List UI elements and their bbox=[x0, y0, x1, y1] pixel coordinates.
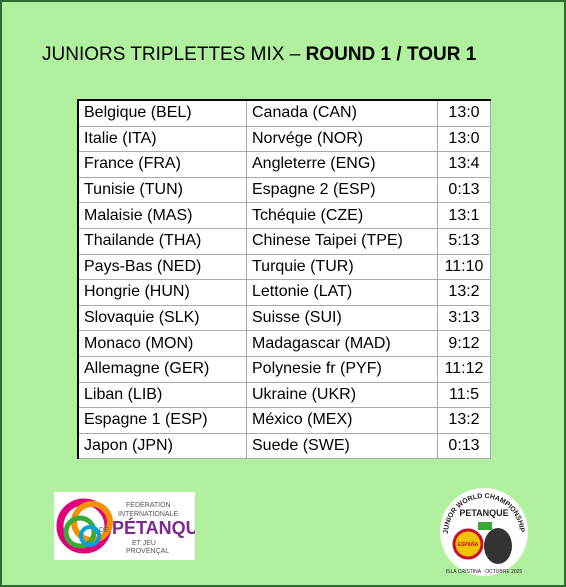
team-b: Ukraine (UKR) bbox=[246, 381, 438, 409]
logo-text: INTERNATIONALE bbox=[118, 511, 178, 518]
team-b: Polynesie fr (PYF) bbox=[246, 355, 438, 383]
team-a: Pays-Bas (NED) bbox=[77, 253, 247, 281]
team-a: Allemagne (GER) bbox=[77, 355, 247, 383]
logo-ring bbox=[63, 515, 97, 549]
score: 11:5 bbox=[437, 381, 491, 409]
table-row: Hongrie (HUN) Lettonie (LAT) 13:2 bbox=[77, 279, 491, 306]
table-row: Espagne 1 (ESP) México (MEX) 13:2 bbox=[77, 407, 491, 434]
team-a: Japon (JPN) bbox=[77, 432, 247, 460]
team-a: Tunisie (TUN) bbox=[77, 176, 247, 204]
logo-text: DE bbox=[99, 527, 109, 534]
logo-text: ESPAÑA bbox=[458, 541, 479, 548]
title: JUNIORS TRIPLETTES MIX – ROUND 1 / TOUR … bbox=[42, 44, 476, 66]
table-row: Pays-Bas (NED) Turquie (TUR) 11:10 bbox=[77, 253, 491, 281]
logo-text: ISLA CRISTINA - OCTUBRE 2025 bbox=[446, 569, 523, 575]
score: 13:2 bbox=[437, 279, 491, 306]
score: 11:10 bbox=[437, 253, 491, 281]
score: 13:0 bbox=[437, 125, 491, 153]
table-row: Belgique (BEL) Canada (CAN) 13:0 bbox=[77, 98, 491, 127]
team-a: Thailande (THA) bbox=[77, 227, 247, 255]
logo-ball bbox=[452, 528, 484, 560]
table-row: Allemagne (GER) Polynesie fr (PYF) 11:12 bbox=[77, 355, 491, 383]
team-a: Slovaquie (SLK) bbox=[77, 304, 247, 332]
team-a: Belgique (BEL) bbox=[77, 98, 247, 127]
score: 3:13 bbox=[437, 304, 491, 332]
logo-circle bbox=[440, 488, 528, 576]
score: 13:1 bbox=[437, 202, 491, 229]
table-row: Italie (ITA) Norvége (NOR) 13:0 bbox=[77, 125, 491, 153]
team-b: Canada (CAN) bbox=[246, 98, 438, 127]
score: 5:13 bbox=[437, 227, 491, 255]
team-a: Hongrie (HUN) bbox=[77, 279, 247, 306]
score: 0:13 bbox=[437, 432, 491, 460]
team-b: Turquie (TUR) bbox=[246, 253, 438, 281]
title-bold: ROUND 1 / TOUR 1 bbox=[305, 44, 477, 65]
table-row: Tunisie (TUN) Espagne 2 (ESP) 0:13 bbox=[77, 176, 491, 204]
logo-ring bbox=[79, 525, 101, 547]
table-row: Japon (JPN) Suede (SWE) 0:13 bbox=[77, 432, 491, 460]
team-b: Madagascar (MAD) bbox=[246, 330, 438, 357]
table-row: Malaisie (MAS) Tchéquie (CZE) 13:1 bbox=[77, 202, 491, 229]
team-b: Lettonie (LAT) bbox=[246, 279, 438, 306]
team-a: Italie (ITA) bbox=[77, 125, 247, 153]
team-b: Tchéquie (CZE) bbox=[246, 202, 438, 229]
team-a: Espagne 1 (ESP) bbox=[77, 407, 247, 434]
title-text: JUNIORS TRIPLETTES MIX – bbox=[42, 44, 306, 65]
logo-text: PETANQUE bbox=[459, 508, 508, 518]
score: 13:4 bbox=[437, 151, 491, 178]
team-b: Angleterre (ENG) bbox=[246, 151, 438, 178]
team-b: Espagne 2 (ESP) bbox=[246, 176, 438, 204]
logo-text: ET JEU bbox=[132, 540, 156, 547]
team-b: Norvége (NOR) bbox=[246, 125, 438, 153]
table-row: Slovaquie (SLK) Suisse (SUI) 3:13 bbox=[77, 304, 491, 332]
team-b: Suisse (SUI) bbox=[246, 304, 438, 332]
score: 13:2 bbox=[437, 407, 491, 434]
score: 13:0 bbox=[437, 98, 491, 127]
score: 11:12 bbox=[437, 355, 491, 383]
table-row: France (FRA) Angleterre (ENG) 13:4 bbox=[77, 151, 491, 178]
logo-text: PROVENÇAL bbox=[126, 548, 169, 555]
team-a: France (FRA) bbox=[77, 151, 247, 178]
table-row: Monaco (MON) Madagascar (MAD) 9:12 bbox=[77, 330, 491, 357]
logo-mascot bbox=[484, 528, 512, 564]
team-a: Liban (LIB) bbox=[77, 381, 247, 409]
team-a: Malaisie (MAS) bbox=[77, 202, 247, 229]
score: 0:13 bbox=[437, 176, 491, 204]
table-row: Thailande (THA) Chinese Taipei (TPE) 5:13 bbox=[77, 227, 491, 255]
logo-text: FÉDÉRATION bbox=[126, 500, 171, 509]
championship-logo: JUNIOR WORLD CHAMPIONSHIP PETANQUE ESPAÑ… bbox=[440, 488, 528, 576]
team-a: Monaco (MON) bbox=[77, 330, 247, 357]
team-b: Suede (SWE) bbox=[246, 432, 438, 460]
results-table: Belgique (BEL) Canada (CAN) 13:0 Italie (IT… bbox=[77, 98, 491, 460]
score: 9:12 bbox=[437, 330, 491, 357]
team-b: México (MEX) bbox=[246, 407, 438, 434]
team-b: Chinese Taipei (TPE) bbox=[246, 227, 438, 255]
table-row: Liban (LIB) Ukraine (UKR) 11:5 bbox=[77, 381, 491, 409]
logo-flag bbox=[478, 522, 492, 530]
